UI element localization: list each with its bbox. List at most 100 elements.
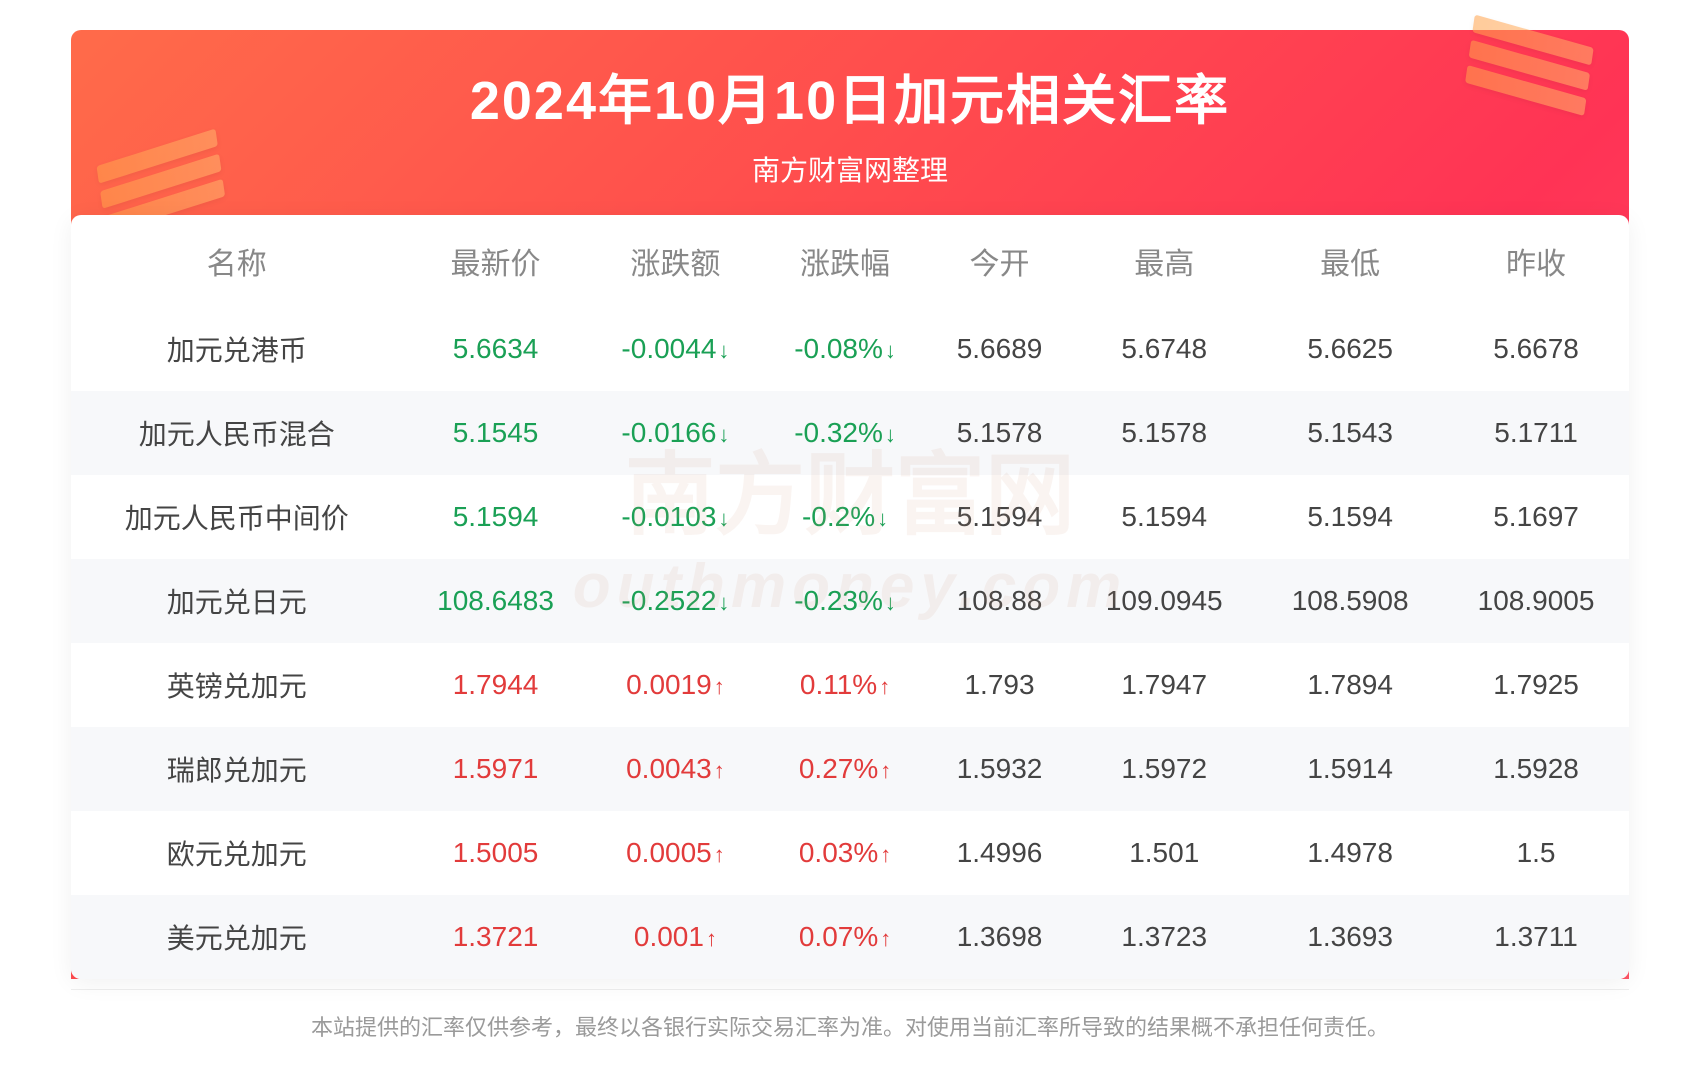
cell-pct: 0.07%↑: [762, 895, 927, 979]
cell-open: 108.88: [928, 559, 1072, 643]
cell-low: 5.1594: [1257, 475, 1443, 559]
cell-open: 5.6689: [928, 307, 1072, 391]
arrow-up-icon: ↑: [880, 842, 891, 867]
cell-name: 瑞郎兑加元: [71, 727, 403, 811]
cell-high: 1.7947: [1071, 643, 1257, 727]
cell-name: 加元兑日元: [71, 559, 403, 643]
col-chg: 涨跌额: [588, 215, 762, 307]
cell-low: 108.5908: [1257, 559, 1443, 643]
cell-chg: -0.0044↓: [588, 307, 762, 391]
arrow-up-icon: ↑: [880, 758, 891, 783]
cell-chg: 0.0043↑: [588, 727, 762, 811]
col-last: 最新价: [403, 215, 589, 307]
cell-last: 1.7944: [403, 643, 589, 727]
cell-high: 1.3723: [1071, 895, 1257, 979]
cell-low: 1.7894: [1257, 643, 1443, 727]
cell-low: 1.5914: [1257, 727, 1443, 811]
cell-open: 1.5932: [928, 727, 1072, 811]
cell-chg: -0.2522↓: [588, 559, 762, 643]
cell-low: 1.4978: [1257, 811, 1443, 895]
table-row: 瑞郎兑加元1.59710.0043↑0.27%↑1.59321.59721.59…: [71, 727, 1629, 811]
arrow-up-icon: ↑: [879, 674, 890, 699]
cell-open: 1.4996: [928, 811, 1072, 895]
arrow-down-icon: ↓: [718, 590, 729, 615]
page-title: 2024年10月10日加元相关汇率: [71, 56, 1629, 135]
cell-last: 1.5005: [403, 811, 589, 895]
table-row: 加元兑港币5.6634-0.0044↓-0.08%↓5.66895.67485.…: [71, 307, 1629, 391]
col-name: 名称: [71, 215, 403, 307]
cell-last: 1.5971: [403, 727, 589, 811]
arrow-down-icon: ↓: [885, 590, 896, 615]
cell-open: 1.793: [928, 643, 1072, 727]
col-pct: 涨跌幅: [762, 215, 927, 307]
cell-prev: 1.7925: [1443, 643, 1629, 727]
cell-pct: 0.27%↑: [762, 727, 927, 811]
arrow-down-icon: ↓: [877, 506, 888, 531]
cell-name: 英镑兑加元: [71, 643, 403, 727]
cell-open: 5.1578: [928, 391, 1072, 475]
cell-prev: 108.9005: [1443, 559, 1629, 643]
table-header-row: 名称 最新价 涨跌额 涨跌幅 今开 最高 最低 昨收: [71, 215, 1629, 307]
col-low: 最低: [1257, 215, 1443, 307]
cell-last: 108.6483: [403, 559, 589, 643]
table-row: 加元人民币混合5.1545-0.0166↓-0.32%↓5.15785.1578…: [71, 391, 1629, 475]
cell-pct: -0.2%↓: [762, 475, 927, 559]
arrow-down-icon: ↓: [718, 506, 729, 531]
cell-chg: 0.0005↑: [588, 811, 762, 895]
cell-pct: -0.32%↓: [762, 391, 927, 475]
cell-last: 5.1594: [403, 475, 589, 559]
arrow-down-icon: ↓: [718, 422, 729, 447]
cell-name: 加元人民币中间价: [71, 475, 403, 559]
cell-prev: 1.5928: [1443, 727, 1629, 811]
cell-name: 美元兑加元: [71, 895, 403, 979]
arrow-up-icon: ↑: [714, 674, 725, 699]
table-row: 欧元兑加元1.50050.0005↑0.03%↑1.49961.5011.497…: [71, 811, 1629, 895]
col-high: 最高: [1071, 215, 1257, 307]
cell-pct: -0.23%↓: [762, 559, 927, 643]
cell-high: 5.1594: [1071, 475, 1257, 559]
cell-last: 5.6634: [403, 307, 589, 391]
table-card: 南方财富网 outhmoney.com 名称 最新价 涨跌额 涨跌幅 今开 最高…: [71, 215, 1629, 979]
rates-table: 名称 最新价 涨跌额 涨跌幅 今开 最高 最低 昨收 加元兑港币5.6634-0…: [71, 215, 1629, 979]
cell-prev: 1.5: [1443, 811, 1629, 895]
cell-prev: 5.1697: [1443, 475, 1629, 559]
cell-chg: 0.0019↑: [588, 643, 762, 727]
cell-high: 5.6748: [1071, 307, 1257, 391]
cell-high: 109.0945: [1071, 559, 1257, 643]
cell-high: 1.5972: [1071, 727, 1257, 811]
cell-pct: 0.03%↑: [762, 811, 927, 895]
arrow-down-icon: ↓: [885, 422, 896, 447]
cell-pct: -0.08%↓: [762, 307, 927, 391]
arrow-down-icon: ↓: [885, 338, 896, 363]
table-row: 加元兑日元108.6483-0.2522↓-0.23%↓108.88109.09…: [71, 559, 1629, 643]
cell-chg: 0.001↑: [588, 895, 762, 979]
banner: 2024年10月10日加元相关汇率 南方财富网整理 南方财富网 outhmone…: [71, 30, 1629, 979]
col-open: 今开: [928, 215, 1072, 307]
col-prev: 昨收: [1443, 215, 1629, 307]
cell-low: 5.1543: [1257, 391, 1443, 475]
cell-pct: 0.11%↑: [762, 643, 927, 727]
cell-name: 欧元兑加元: [71, 811, 403, 895]
page-subtitle: 南方财富网整理: [71, 149, 1629, 189]
arrow-up-icon: ↑: [714, 758, 725, 783]
cell-prev: 1.3711: [1443, 895, 1629, 979]
cell-chg: -0.0103↓: [588, 475, 762, 559]
arrow-up-icon: ↑: [706, 926, 717, 951]
cell-low: 5.6625: [1257, 307, 1443, 391]
cell-high: 5.1578: [1071, 391, 1257, 475]
cell-name: 加元人民币混合: [71, 391, 403, 475]
cell-open: 5.1594: [928, 475, 1072, 559]
disclaimer: 本站提供的汇率仅供参考，最终以各银行实际交易汇率为准。对使用当前汇率所导致的结果…: [71, 989, 1629, 1072]
cell-chg: -0.0166↓: [588, 391, 762, 475]
cell-high: 1.501: [1071, 811, 1257, 895]
arrow-up-icon: ↑: [880, 926, 891, 951]
cell-last: 1.3721: [403, 895, 589, 979]
arrow-down-icon: ↓: [718, 338, 729, 363]
table-row: 加元人民币中间价5.1594-0.0103↓-0.2%↓5.15945.1594…: [71, 475, 1629, 559]
table-row: 美元兑加元1.37210.001↑0.07%↑1.36981.37231.369…: [71, 895, 1629, 979]
cell-prev: 5.6678: [1443, 307, 1629, 391]
arrow-up-icon: ↑: [714, 842, 725, 867]
cell-last: 5.1545: [403, 391, 589, 475]
cell-prev: 5.1711: [1443, 391, 1629, 475]
cell-low: 1.3693: [1257, 895, 1443, 979]
